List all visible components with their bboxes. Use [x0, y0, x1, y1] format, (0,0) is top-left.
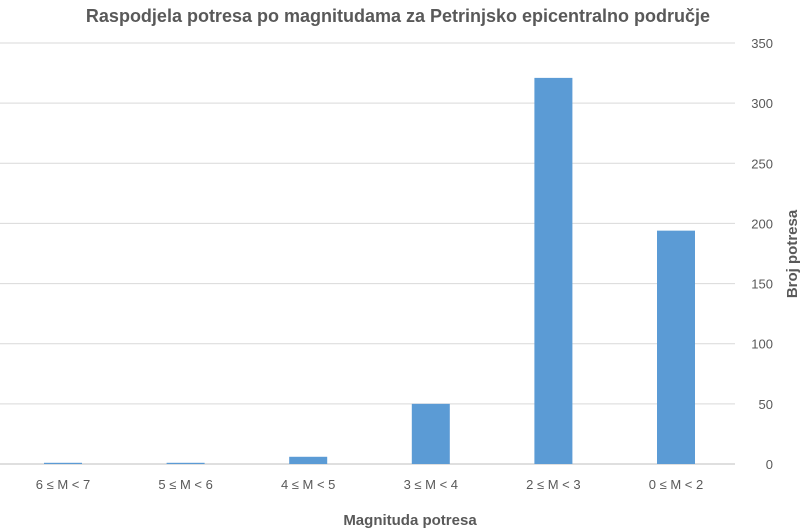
bar — [166, 462, 205, 464]
y-tick-label: 100 — [751, 337, 773, 352]
y-tick-label: 200 — [751, 216, 773, 231]
bar — [657, 230, 695, 464]
x-tick-label: 0 ≤ M < 2 — [649, 477, 703, 492]
y-tick-label: 50 — [759, 397, 773, 412]
x-tick-label: 4 ≤ M < 5 — [281, 477, 335, 492]
gridlines — [0, 42, 735, 465]
bar — [411, 403, 450, 464]
x-tick-label: 2 ≤ M < 3 — [526, 477, 580, 492]
bars — [44, 77, 695, 464]
y-tick-label: 350 — [751, 36, 773, 51]
y-tick-label: 0 — [766, 457, 773, 472]
x-axis-title: Magnituda potresa — [343, 512, 477, 529]
bar — [534, 77, 573, 464]
chart-title: Raspodjela potresa po magnitudama za Pet… — [86, 6, 710, 26]
y-axis-title: Broj potresa — [784, 209, 801, 298]
x-tick-label: 6 ≤ M < 7 — [36, 477, 90, 492]
bar — [289, 456, 328, 464]
bar — [44, 462, 82, 464]
x-tick-label: 3 ≤ M < 4 — [404, 477, 458, 492]
x-tick-label: 5 ≤ M < 6 — [158, 477, 212, 492]
y-tick-label: 150 — [751, 277, 773, 292]
x-tick-labels: 6 ≤ M < 7 5 ≤ M < 6 4 ≤ M < 5 3 ≤ M < 4 2 ≤ … — [36, 477, 703, 492]
y-tick-labels: 0 50 100 150 200 250 300 350 — [751, 36, 773, 472]
y-tick-label: 250 — [751, 156, 773, 171]
y-tick-label: 300 — [751, 96, 773, 111]
